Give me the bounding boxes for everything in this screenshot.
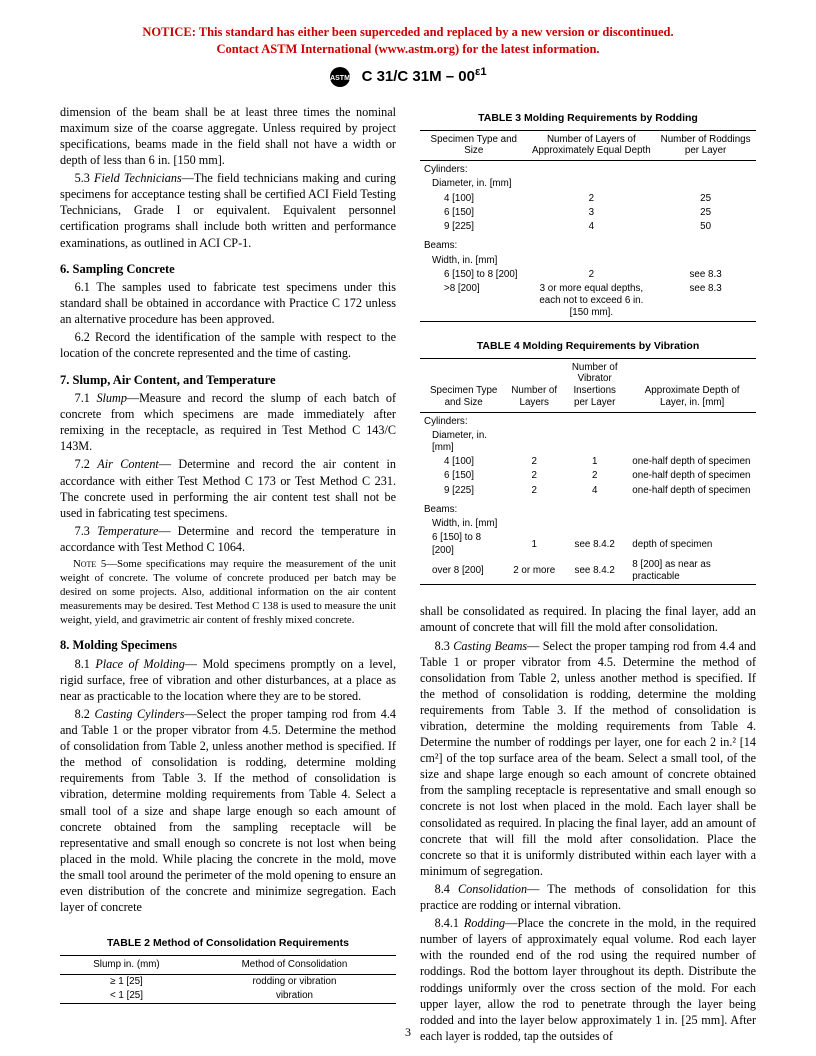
left-column: dimension of the beam shall be at least … <box>60 104 396 1046</box>
notice-line1: NOTICE: This standard has either been su… <box>142 25 673 39</box>
notice-banner: NOTICE: This standard has either been su… <box>60 24 756 58</box>
astm-logo-icon: ASTM <box>329 66 351 88</box>
table-2-h1: Slump in. (mm) <box>60 956 193 975</box>
table-2: TABLE 2 Method of Consolidation Requirem… <box>60 937 396 1004</box>
table-3-title: TABLE 3 Molding Requirements by Rodding <box>420 112 756 126</box>
svg-text:ASTM: ASTM <box>330 75 350 82</box>
table-3: TABLE 3 Molding Requirements by Rodding … <box>420 112 756 322</box>
para-8-4: 8.4 Consolidation— The methods of consol… <box>420 881 756 913</box>
para-7-3: 7.3 Temperature— Determine and record th… <box>60 523 396 555</box>
para-8-2: 8.2 Casting Cylinders—Select the proper … <box>60 706 396 915</box>
table-4: TABLE 4 Molding Requirements by Vibratio… <box>420 340 756 586</box>
para-5-2-cont: dimension of the beam shall be at least … <box>60 104 396 168</box>
section-6-heading: 6. Sampling Concrete <box>60 261 396 278</box>
table-4-title: TABLE 4 Molding Requirements by Vibratio… <box>420 340 756 354</box>
page-number: 3 <box>0 1025 816 1040</box>
para-5-3: 5.3 Field Technicians—The field technici… <box>60 170 396 250</box>
table-2-h2: Method of Consolidation <box>193 956 396 975</box>
epsilon: ε1 <box>475 66 487 78</box>
para-8-3: 8.3 Casting Beams— Select the proper tam… <box>420 638 756 879</box>
section-7-heading: 7. Slump, Air Content, and Temperature <box>60 372 396 389</box>
notice-line2: Contact ASTM International (www.astm.org… <box>216 42 599 56</box>
section-8-heading: 8. Molding Specimens <box>60 637 396 654</box>
table-2-title: TABLE 2 Method of Consolidation Requirem… <box>60 937 396 951</box>
para-7-1: 7.1 Slump—Measure and record the slump o… <box>60 390 396 454</box>
right-column: TABLE 3 Molding Requirements by Rodding … <box>420 104 756 1046</box>
designation: C 31/C 31M – 00 <box>362 68 475 85</box>
para-6-2: 6.2 Record the identification of the sam… <box>60 329 396 361</box>
note-5: Note 5—Some specifications may require t… <box>60 557 396 627</box>
document-header: ASTM C 31/C 31M – 00ε1 <box>60 66 756 88</box>
para-7-2: 7.2 Air Content— Determine and record th… <box>60 456 396 520</box>
para-8-2-cont: shall be consolidated as required. In pl… <box>420 603 756 635</box>
para-6-1: 6.1 The samples used to fabricate test s… <box>60 279 396 327</box>
para-8-1: 8.1 Place of Molding— Mold specimens pro… <box>60 656 396 704</box>
